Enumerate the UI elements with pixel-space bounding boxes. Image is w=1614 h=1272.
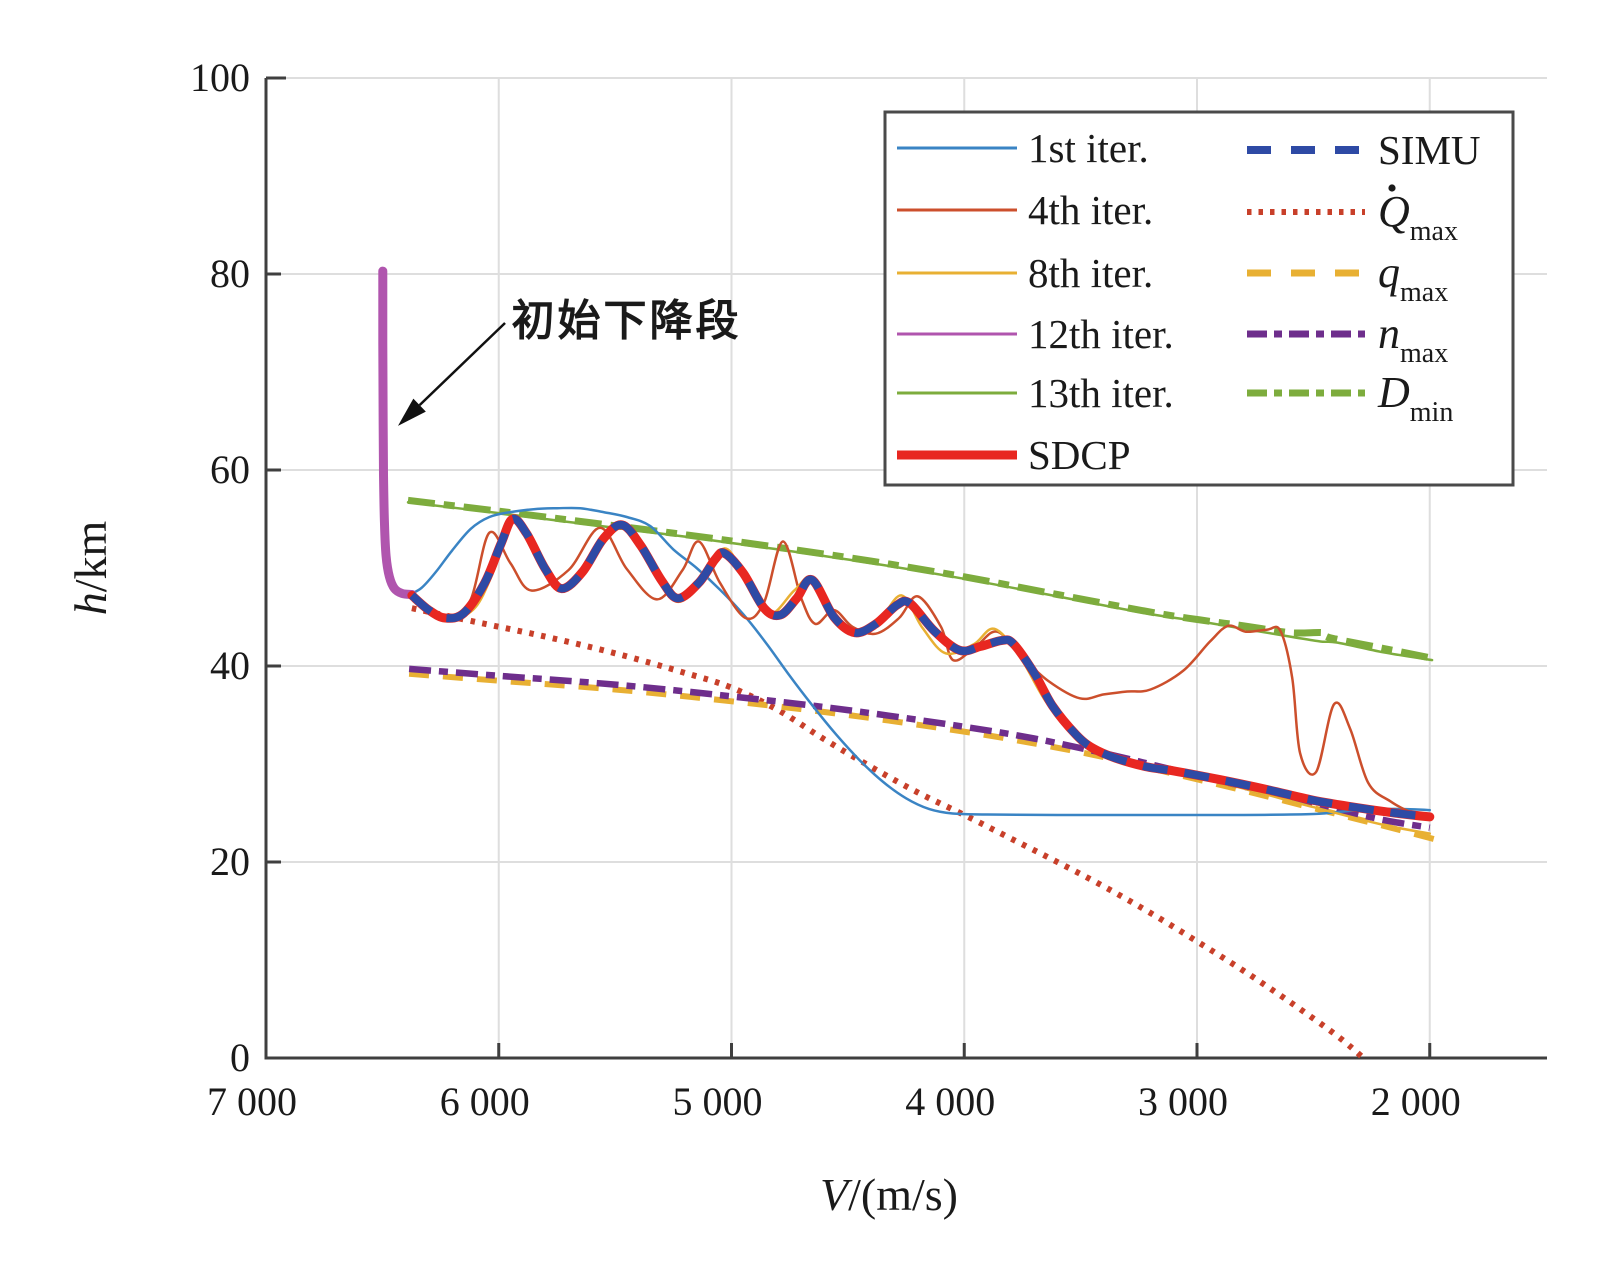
- tick-label-x: 4 000: [905, 1079, 995, 1124]
- series-13th-iter-: [406, 501, 1434, 662]
- y-axis-label-unit: /km: [65, 521, 116, 593]
- tick-label-y: 100: [190, 55, 250, 100]
- tick-label-y: 0: [230, 1035, 250, 1080]
- legend-label: 13th iter.: [1028, 370, 1174, 416]
- legend-box: [883, 110, 1515, 487]
- legend-label: 1st iter.: [1028, 125, 1149, 171]
- tick-label-y: 80: [210, 251, 250, 296]
- legend-label: SDCP: [1028, 432, 1131, 478]
- series-12th-iter-: [378, 266, 417, 599]
- y-axis-label: h/km: [65, 521, 116, 616]
- legend-label: Dmin: [1377, 368, 1453, 428]
- x-axis-label-symbol: V: [820, 1169, 853, 1220]
- tick-label-x: 2 000: [1371, 1079, 1461, 1124]
- legend-label: nmax: [1378, 309, 1448, 369]
- legend-label: 8th iter.: [1028, 250, 1153, 296]
- tick-label-x: 3 000: [1138, 1079, 1228, 1124]
- series-d-min: [407, 496, 1433, 662]
- series-simu: [409, 514, 1431, 821]
- legend-label: SIMU: [1378, 127, 1481, 173]
- series-layer: [378, 266, 1437, 1060]
- tick-label-y: 60: [210, 447, 250, 492]
- series-4th-iter-: [410, 526, 1432, 817]
- axes: 7 000 6 000 5 000 4 000 3 000 2 000 0 20 40 60 80 1…: [190, 55, 1547, 1124]
- tick-label-y: 40: [210, 643, 250, 688]
- annotation-arrowhead: [397, 398, 426, 426]
- legend-label: qmax: [1378, 248, 1448, 308]
- tick-label-x: 7 000: [207, 1079, 297, 1124]
- annotation: [397, 322, 506, 426]
- x-axis-label: V/(m/s): [820, 1169, 958, 1220]
- y-axis-label-symbol: h: [65, 592, 116, 615]
- tick-label-x: 5 000: [673, 1079, 763, 1124]
- legend-label: 12th iter.: [1028, 311, 1174, 357]
- series-1st-iter-: [410, 506, 1432, 817]
- legend: 1st iter. 4th iter. 8th iter. 12th iter. 13t…: [883, 110, 1515, 487]
- annotation-text: 初始下降段: [512, 297, 742, 345]
- annotation-arrow-line: [418, 322, 506, 407]
- tick-label-x: 6 000: [440, 1079, 530, 1124]
- legend-label: 4th iter.: [1028, 187, 1153, 233]
- series-sdcp: [407, 514, 1435, 822]
- series-qdot-max: [411, 605, 1365, 1060]
- tick-label-y: 20: [210, 839, 250, 884]
- legend-label: Qmax: [1378, 187, 1458, 247]
- x-axis-label-unit: /(m/s): [848, 1169, 958, 1220]
- overdot: [1388, 184, 1396, 192]
